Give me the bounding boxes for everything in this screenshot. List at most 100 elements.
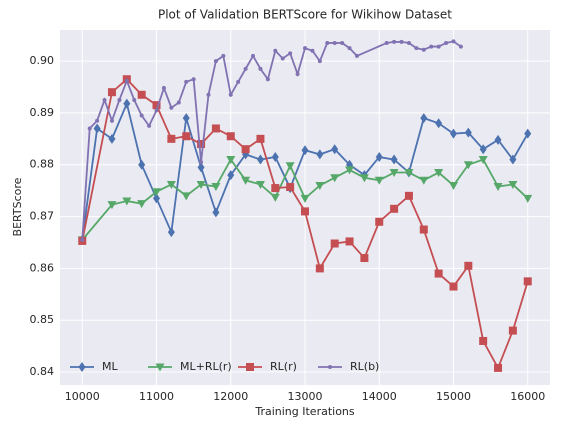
marker [197,162,205,173]
marker [295,72,300,77]
marker [390,154,398,165]
marker [243,66,248,71]
marker [241,145,250,154]
marker [228,92,233,97]
marker [273,48,278,53]
marker [330,174,340,183]
marker [236,79,241,84]
marker [389,169,399,178]
marker [176,100,181,105]
marker [169,105,174,110]
x-tick-label: 12000 [213,390,248,403]
marker [152,188,162,197]
marker [122,197,132,206]
marker [226,132,235,141]
marker [384,40,389,45]
marker [315,264,324,273]
marker [404,169,414,178]
marker [494,363,503,372]
marker [117,97,122,102]
marker [434,269,443,278]
marker [449,128,457,139]
marker [345,237,354,246]
marker [107,88,116,97]
marker [360,254,369,263]
marker [138,159,146,170]
marker [436,44,441,49]
marker [421,47,426,52]
marker [345,166,355,175]
marker [435,118,443,129]
marker [330,239,339,248]
marker [375,151,383,162]
marker [124,78,129,83]
marker [255,180,265,189]
marker [288,51,293,56]
marker [479,144,487,155]
marker [347,46,352,51]
marker [265,77,270,82]
marker [328,365,332,369]
marker [325,40,330,45]
marker [251,53,256,58]
marker [420,113,428,124]
marker [434,169,444,178]
chart-title: Plot of Validation BERTScore for Wikihow… [158,8,452,22]
marker [494,134,502,145]
y-tick-label: 0.84 [30,365,55,378]
marker [271,151,279,162]
marker [493,183,503,192]
marker [340,40,345,45]
marker [137,90,146,99]
marker [191,77,196,82]
marker [404,191,413,200]
marker [107,201,117,210]
marker [153,193,161,204]
marker [286,183,295,192]
marker [301,207,309,216]
legend-label: RL(b) [350,360,379,373]
marker [359,174,369,183]
marker [523,277,532,286]
marker [102,97,107,102]
marker [109,118,114,123]
marker [197,140,206,149]
marker [256,134,265,143]
marker [161,86,166,91]
y-axis-label: BERTScore [11,177,24,236]
marker [87,126,92,131]
marker [392,39,397,44]
marker [108,133,116,144]
marker [508,180,518,189]
marker [199,160,204,165]
marker [332,40,337,45]
marker [155,363,165,372]
marker [354,53,359,58]
marker [211,183,221,192]
marker [256,154,264,165]
marker [509,154,517,165]
marker [196,180,206,189]
marker [301,145,309,156]
marker [451,39,456,44]
marker [147,123,152,128]
marker [95,118,100,123]
marker [449,282,458,291]
marker [300,194,310,203]
marker [375,217,384,226]
marker [227,170,235,181]
marker [182,113,190,124]
y-tick-label: 0.85 [30,313,55,326]
marker [271,184,280,193]
marker [303,46,307,51]
marker [139,113,144,118]
marker [137,200,147,209]
marker [93,123,101,134]
y-tick-label: 0.86 [30,261,55,274]
marker [419,176,429,185]
marker [246,363,254,371]
marker [221,53,226,58]
marker [154,108,159,113]
x-tick-label: 15000 [436,390,471,403]
